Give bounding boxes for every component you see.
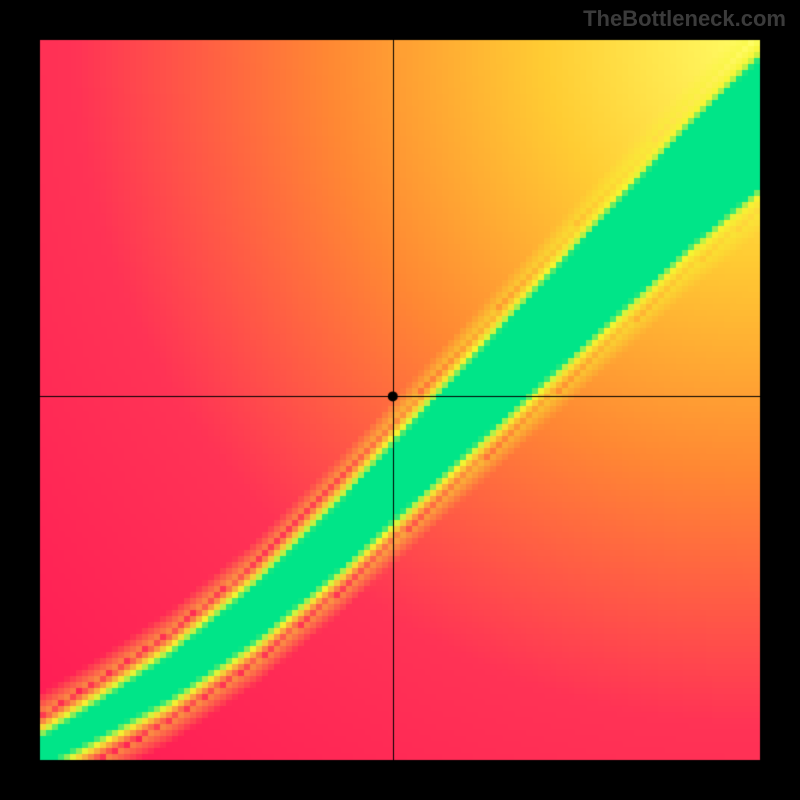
heatmap-canvas — [0, 0, 800, 800]
attribution-text: TheBottleneck.com — [583, 6, 786, 32]
chart-container: TheBottleneck.com — [0, 0, 800, 800]
